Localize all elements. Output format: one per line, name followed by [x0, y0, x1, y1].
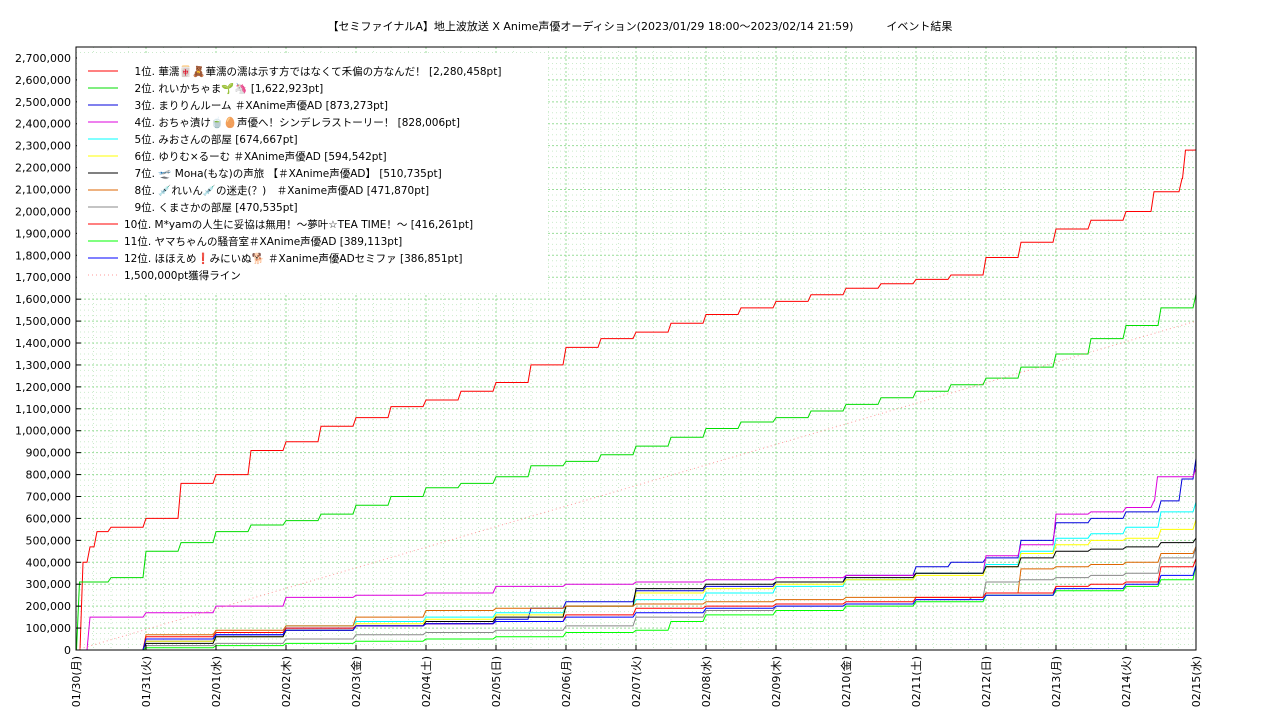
x-tick-label: 01/30(月) [70, 656, 83, 707]
y-tick-label: 400,000 [26, 556, 72, 569]
x-tick-label: 02/05(日) [490, 656, 503, 707]
x-tick-label: 02/01(水) [210, 656, 223, 707]
x-tick-label: 02/02(木) [280, 656, 293, 707]
legend-label: 12位. ほほえめ❗️みにいぬ🐕 ＃Xanime声優ADセミファ [386,85… [124, 252, 462, 265]
y-tick-label: 900,000 [26, 447, 72, 460]
legend-label: 6位. ゆりむ×るーむ ＃XAnime声優AD [594,542pt] [124, 150, 387, 163]
y-tick-label: 1,600,000 [15, 293, 71, 306]
series-line [75, 320, 1197, 651]
y-tick-label: 600,000 [26, 512, 72, 525]
legend-label: 1,500,000pt獲得ライン [124, 269, 241, 282]
legend: 1位. 華濡🀄🧸華濡の濡は示す方ではなくて禾偏の方なんだ！ [2,280,458… [77, 55, 547, 293]
x-tick-label: 02/11(土) [910, 656, 923, 707]
y-tick-label: 1,700,000 [15, 271, 71, 284]
legend-label: 11位. ヤマちゃんの騒音室＃XAnime声優AD [389,113pt] [124, 235, 402, 248]
x-tick-label: 02/07(火) [630, 656, 643, 707]
y-tick-label: 1,200,000 [15, 381, 71, 394]
x-tick-label: 02/04(土) [420, 656, 433, 707]
y-tick-label: 1,400,000 [15, 337, 71, 350]
y-tick-label: 2,100,000 [15, 184, 71, 197]
y-tick-label: 200,000 [26, 600, 72, 613]
tick-layer: 0 100,000 200,000 300,000 400,000 500,000 600,… [15, 52, 1203, 707]
y-tick-label: 100,000 [26, 622, 72, 635]
x-tick-label: 02/08(水) [700, 656, 713, 707]
chart-title: 【セミファイナルA】地上波放送 X Anime声優オーディション(2023/01… [327, 20, 953, 33]
series-line [76, 293, 1197, 651]
y-tick-label: 700,000 [26, 491, 72, 504]
series-line [76, 546, 1197, 651]
legend-label: 4位. おちゃ漬け🍵🥚声優へ！シンデレラストーリー！ [828,006pt] [124, 116, 460, 129]
x-tick-label: 02/12(日) [980, 656, 993, 707]
x-tick-label: 02/06(月) [560, 656, 573, 707]
y-tick-label: 2,400,000 [15, 118, 71, 131]
x-tick-label: 02/14(火) [1120, 656, 1133, 707]
series-layer [75, 149, 1197, 651]
legend-label: 7位. 🛫 Мона(もな)の声旅 【＃XAnime声優AD】 [510,735… [124, 167, 442, 180]
y-tick-label: 1,500,000 [15, 315, 71, 328]
x-tick-label: 02/13(月) [1050, 656, 1063, 707]
y-tick-label: 300,000 [26, 578, 72, 591]
y-tick-label: 2,300,000 [15, 140, 71, 153]
y-tick-label: 2,700,000 [15, 52, 71, 65]
x-tick-label: 02/09(木) [770, 656, 783, 707]
series-line [76, 558, 1197, 651]
y-tick-label: 1,000,000 [15, 425, 71, 438]
y-tick-label: 2,000,000 [15, 205, 71, 218]
series-line [76, 149, 1197, 651]
y-tick-label: 1,800,000 [15, 249, 71, 262]
y-tick-label: 500,000 [26, 534, 72, 547]
x-tick-label: 02/15(水) [1190, 656, 1203, 707]
x-tick-label: 02/03(金) [349, 656, 363, 707]
legend-label: 10位. M*yamの人生に妥協は無用！〜夢叶☆TEA TIME！〜 [416,… [124, 218, 473, 231]
legend-label: 3位. まりりんルーム ＃XAnime声優AD [873,273pt] [124, 99, 388, 112]
legend-label: 5位. みおさんの部屋 [674,667pt] [124, 133, 298, 146]
series-line [76, 565, 1197, 651]
x-tick-label: 01/31(火) [140, 656, 153, 707]
y-tick-label: 1,100,000 [15, 403, 71, 416]
y-tick-label: 2,600,000 [15, 74, 71, 87]
legend-label: 9位. くまさかの部屋 [470,535pt] [124, 201, 298, 214]
legend-label: 8位. 💉れいん💉の迷走(？) ＃Xanime声優AD [471,870pt] [124, 184, 429, 197]
y-tick-label: 2,500,000 [15, 96, 71, 109]
legend-label: 2位. れいかちゃま🌱🦄 [1,622,923pt] [124, 82, 323, 95]
y-tick-label: 800,000 [26, 469, 72, 482]
y-tick-label: 2,200,000 [15, 162, 71, 175]
series-line [76, 468, 1197, 651]
legend-label: 1位. 華濡🀄🧸華濡の濡は示す方ではなくて禾偏の方なんだ！ [2,280,458… [124, 65, 501, 78]
x-tick-label: 02/10(金) [839, 656, 853, 707]
series-line [76, 564, 1197, 651]
y-tick-label: 1,900,000 [15, 227, 71, 240]
y-tick-label: 0 [64, 644, 71, 657]
y-tick-label: 1,300,000 [15, 359, 71, 372]
legend-box [77, 55, 547, 293]
